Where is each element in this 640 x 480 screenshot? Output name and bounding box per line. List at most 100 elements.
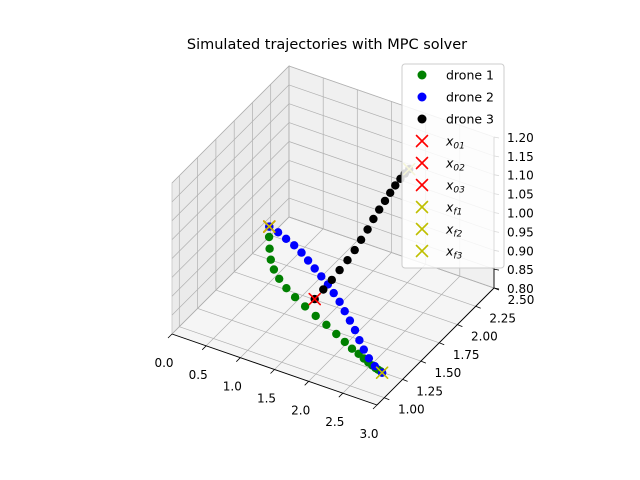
data-point [364, 354, 374, 363]
data-point [343, 256, 352, 265]
grid-line [197, 308, 403, 380]
data-point-x [375, 366, 389, 380]
data-point-x-stroke [308, 292, 322, 306]
data-point [290, 293, 300, 302]
tick-labels: 0.0 0.5 1.0 1.5 2.0 2.5 3.0 1.00 1.25 1.50 1.75 2.0… [154, 131, 534, 441]
z-tick-label: 0.95 [507, 225, 534, 239]
z-tick [493, 268, 500, 271]
legend-marker-stroke [415, 134, 429, 148]
z-tick-label: 0.85 [507, 263, 534, 277]
legend-label: xf1 [445, 200, 462, 218]
data-point-x [262, 220, 276, 233]
z-tick-label: 0.90 [507, 244, 534, 258]
grid-line [171, 103, 290, 221]
data-point [369, 214, 378, 224]
data-point-x-stroke [262, 220, 276, 233]
data-point [350, 325, 360, 335]
legend-item: drone 2 [417, 90, 494, 105]
z-tick-label: 1.05 [507, 188, 534, 202]
x-tick [304, 381, 309, 386]
data-point [391, 181, 400, 190]
x-tick-label: 1.0 [223, 380, 242, 394]
grid-line [274, 252, 392, 370]
legend-item: drone 3 [417, 112, 494, 127]
x-tick-label: 0.0 [154, 356, 173, 370]
grid-line [308, 264, 426, 382]
data-point-x [308, 292, 322, 306]
legend-item: x01 [415, 134, 465, 152]
y-tick-label: 1.00 [398, 403, 425, 417]
chart-title: Simulated trajectories with MPC solver [187, 37, 467, 53]
x-tick [201, 345, 207, 351]
data-point [264, 232, 274, 242]
data-point [329, 288, 338, 298]
y-tick [439, 342, 445, 346]
z-tick [493, 287, 500, 290]
y-tick-label: 1.25 [416, 384, 443, 398]
series-drone-2 [265, 222, 387, 377]
data-point [322, 320, 331, 329]
y-tick [420, 360, 427, 364]
legend-item: xf3 [415, 244, 463, 262]
legend-marker [415, 222, 429, 236]
data-point [332, 329, 341, 339]
y-tick-label: 2.25 [489, 311, 516, 325]
z-tick-label: 1.15 [507, 150, 534, 164]
data-point [290, 241, 299, 250]
legend-marker [415, 244, 429, 258]
data-point [335, 265, 344, 275]
z-tick-label: 1.10 [507, 169, 534, 183]
y-tick [384, 397, 390, 401]
data-point [317, 272, 326, 281]
data-point-x-stroke [375, 366, 389, 380]
data-point [355, 336, 364, 345]
legend-marker-stroke [415, 222, 429, 236]
legend-label: x01 [445, 134, 465, 152]
grid-line [270, 234, 476, 307]
x-tick-label: 2.5 [325, 415, 344, 429]
grid-line [240, 240, 358, 358]
legend-label: drone 1 [446, 68, 494, 83]
legend-label: drone 3 [446, 112, 494, 127]
data-point [281, 234, 291, 243]
y-axis-line [376, 287, 495, 406]
data-point [327, 275, 336, 285]
data-point [380, 196, 390, 206]
x-tick-label: 0.5 [189, 368, 208, 382]
data-point [265, 244, 274, 253]
legend-label: x03 [445, 178, 465, 196]
grid-line [171, 160, 290, 278]
legend-label: xf2 [445, 222, 463, 240]
z-tick-label: 1.00 [507, 207, 534, 221]
x-tick [167, 333, 173, 339]
series-x-f1- [375, 366, 389, 380]
data-point [345, 316, 355, 325]
data-point [297, 248, 306, 257]
data-point [375, 205, 384, 214]
data-point [310, 264, 319, 273]
legend: drone 1 drone 2 drone 3 x01 x02 x03 xf1 xf2 xf3 [401, 63, 505, 269]
y-tick [475, 305, 481, 309]
legend-marker-stroke [415, 200, 429, 214]
x-tick [270, 369, 275, 374]
data-point [300, 302, 310, 311]
grid-line [288, 216, 495, 289]
grid-line [179, 326, 385, 399]
legend-item: x03 [415, 178, 465, 196]
x-tick-label: 1.5 [257, 392, 276, 406]
data-point [311, 311, 320, 321]
grid-line [171, 141, 290, 259]
legend-label: xf3 [445, 244, 463, 262]
data-point [356, 235, 366, 244]
legend-marker [417, 70, 427, 80]
legend-marker [415, 178, 429, 192]
data-point [340, 337, 349, 347]
legend-marker-stroke [415, 244, 429, 258]
legend-marker [415, 156, 429, 170]
data-point [347, 344, 357, 353]
legend-item: xf1 [415, 200, 462, 218]
legend-item: x02 [415, 156, 465, 174]
legend-marker-stroke [415, 156, 429, 170]
data-point [273, 228, 283, 237]
